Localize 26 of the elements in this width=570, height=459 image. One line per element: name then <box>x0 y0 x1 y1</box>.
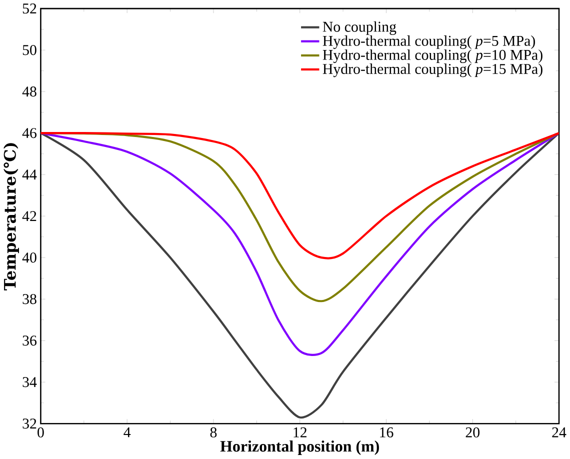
x-tick-label: 0 <box>38 428 44 438</box>
legend-label: No coupling <box>322 22 396 36</box>
x-axis-title: Horizontal position (m) <box>220 440 379 456</box>
x-tick-label: 16 <box>380 428 394 438</box>
y-tick-label: 48 <box>22 86 36 97</box>
y-axis-title: Temperature(℃) <box>4 143 19 291</box>
y-tick-label: 40 <box>22 252 36 263</box>
line-series <box>40 132 560 260</box>
y-tick-label: 46 <box>22 128 37 138</box>
x-tick-label: 24 <box>552 428 566 438</box>
y-tick-label: 52 <box>22 4 36 14</box>
x-tick-label: 12 <box>294 428 306 438</box>
y-tick-label: 34 <box>22 377 37 388</box>
legend-label: Hydro-thermal coupling( p=15 MPa) <box>322 64 542 78</box>
legend-label: Hydro-thermal coupling( p=10 MPa) <box>322 50 542 64</box>
x-tick-label: 20 <box>466 428 480 438</box>
y-tick-label: 32 <box>22 418 36 429</box>
x-tick-label: 4 <box>124 428 131 438</box>
x-tick-label: 8 <box>210 428 217 438</box>
y-tick-label: 42 <box>22 211 36 222</box>
y-tick-label: 50 <box>22 45 36 56</box>
y-tick-label: 38 <box>22 294 36 304</box>
y-tick-label: 36 <box>22 336 37 346</box>
line-series <box>40 132 560 419</box>
legend-label: Hydro-thermal coupling( p=5 MPa) <box>322 36 535 50</box>
y-tick-label: 44 <box>22 170 37 180</box>
